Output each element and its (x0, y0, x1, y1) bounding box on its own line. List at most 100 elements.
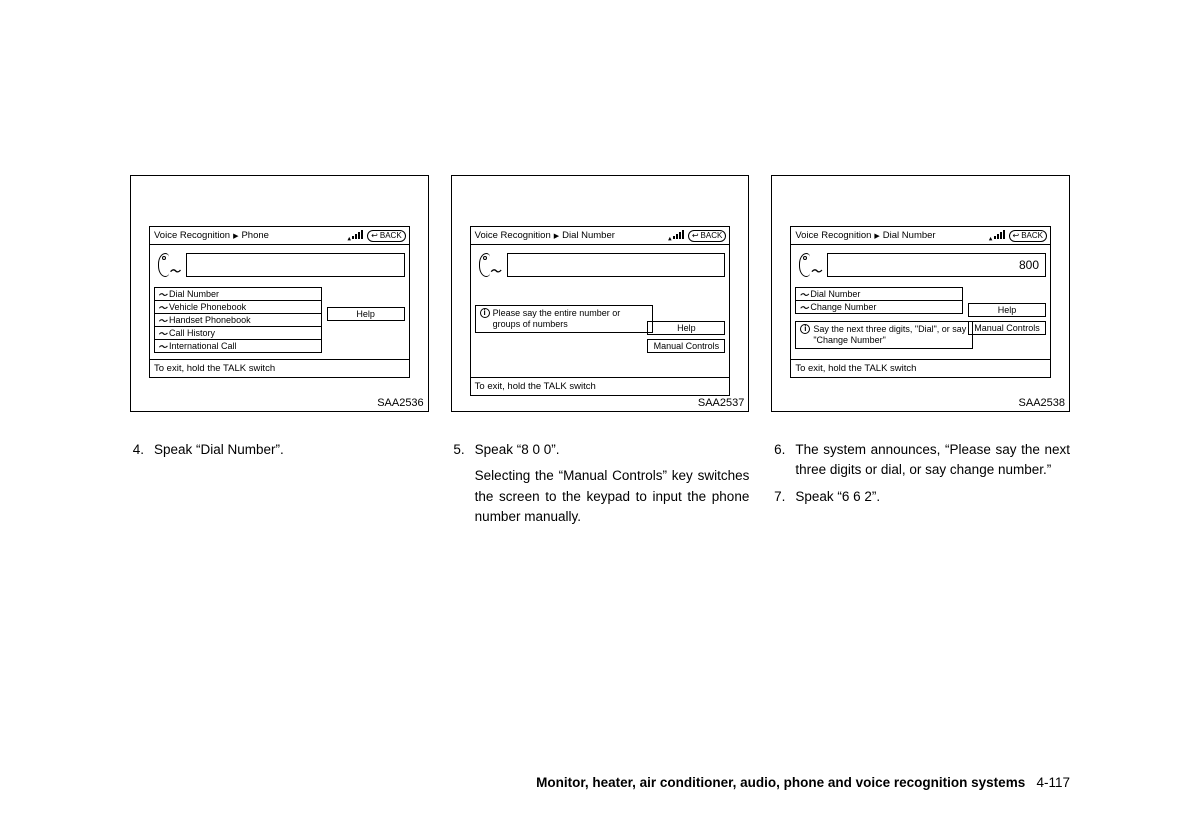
voice-wave-icon: 〜 (799, 288, 807, 301)
menu-area: 〜Dial Number〜Vehicle Phonebook〜Handset P… (150, 287, 409, 359)
breadcrumb: Voice Recognition▶Dial Number▼↩BACK (791, 227, 1050, 245)
menu-item[interactable]: 〜Handset Phonebook (154, 313, 322, 327)
speaking-face-icon: 〜 (475, 251, 503, 279)
menu-item[interactable]: 〜Vehicle Phonebook (154, 300, 322, 314)
menu-list: 〜Dial Number〜Vehicle Phonebook〜Handset P… (154, 287, 322, 353)
chevron-right-icon: ▶ (874, 232, 879, 240)
back-button[interactable]: ↩BACK (367, 230, 406, 242)
page: Voice Recognition▶Phone▼↩BACK〜〜Dial Numb… (0, 0, 1200, 533)
voice-input-row: 〜800 (791, 245, 1050, 287)
voice-wave-icon: 〜 (158, 301, 166, 314)
screen-inner: Voice Recognition▶Phone▼↩BACK〜〜Dial Numb… (149, 226, 410, 378)
voice-wave-icon: 〜 (158, 288, 166, 301)
voice-wave-icon: 〜 (158, 314, 166, 327)
menu-item[interactable]: 〜Dial Number (154, 287, 322, 301)
device-screenshot: Voice Recognition▶Dial Number▼↩BACK〜800〜… (771, 175, 1070, 412)
menu-item[interactable]: 〜Change Number (795, 300, 963, 314)
step-number: 6. (771, 440, 785, 481)
column: Voice Recognition▶Dial Number▼↩BACK 〜 Help… (451, 175, 750, 533)
speaking-face-icon: 〜 (154, 251, 182, 279)
back-arrow-icon: ↩ (371, 231, 378, 240)
side-button-group: Help Manual Controls (647, 321, 725, 353)
figure-label: SAA2537 (698, 397, 744, 409)
breadcrumb: Voice Recognition▶Phone▼↩BACK (150, 227, 409, 245)
info-message: iPlease say the entire number or groups … (475, 305, 653, 333)
menu-item-label: Dial Number (810, 289, 860, 299)
footer-section: Monitor, heater, air conditioner, audio,… (536, 775, 1025, 790)
menu-area: 〜Dial Number〜Change Number Help Manual Con… (791, 287, 1050, 359)
signal-icon (673, 230, 684, 239)
info-message: iSay the next three digits, "Dial", or s… (795, 321, 973, 349)
info-icon: i (800, 324, 810, 334)
device-screenshot: Voice Recognition▶Phone▼↩BACK〜〜Dial Numb… (130, 175, 429, 412)
side-button-group: Help (327, 307, 405, 321)
exit-hint: To exit, hold the TALK switch (150, 359, 409, 377)
menu-area: Help Manual Controls iPlease say the entir… (471, 305, 730, 377)
step-number (451, 466, 465, 527)
menu-list: 〜Dial Number〜Change Number (795, 287, 963, 314)
breadcrumb-root: Voice Recognition (154, 230, 230, 241)
info-icon: i (480, 308, 490, 318)
figure-label: SAA2536 (377, 397, 423, 409)
menu-item-label: Change Number (810, 302, 876, 312)
voice-input-row: 〜 (150, 245, 409, 287)
breadcrumb: Voice Recognition▶Dial Number▼↩BACK (471, 227, 730, 245)
breadcrumb-leaf: Dial Number (562, 230, 615, 241)
menu-item-label: Vehicle Phonebook (169, 302, 246, 312)
step-text: Speak “6 6 2”. (795, 487, 1070, 507)
menu-item-label: International Call (169, 341, 237, 351)
column: Voice Recognition▶Dial Number▼↩BACK〜800〜… (771, 175, 1070, 533)
voice-input-row: 〜 (471, 245, 730, 287)
exit-hint: To exit, hold the TALK switch (791, 359, 1050, 377)
menu-item-label: Call History (169, 328, 215, 338)
info-text: Say the next three digits, "Dial", or sa… (813, 324, 968, 346)
signal-icon (994, 230, 1005, 239)
info-text: Please say the entire number or groups o… (493, 308, 648, 330)
instruction-step: 5. Speak “8 0 0”. (451, 440, 750, 460)
step-text: The system announces, “Please say the ne… (795, 440, 1070, 481)
step-text: Speak “Dial Number”. (154, 440, 429, 460)
help-button[interactable]: Help (327, 307, 405, 321)
help-button[interactable]: Help (647, 321, 725, 335)
step-number: 7. (771, 487, 785, 507)
instruction-step: 4. Speak “Dial Number”. (130, 440, 429, 460)
back-arrow-icon: ↩ (1013, 231, 1020, 240)
page-footer: Monitor, heater, air conditioner, audio,… (536, 775, 1070, 790)
voice-input-display: 800 (827, 253, 1046, 277)
footer-page: 4-117 (1036, 775, 1070, 790)
figure-label: SAA2538 (1019, 397, 1065, 409)
breadcrumb-leaf: Phone (241, 230, 268, 241)
speaking-face-icon: 〜 (795, 251, 823, 279)
menu-item[interactable]: 〜Dial Number (795, 287, 963, 301)
instruction-step: Selecting the “Manual Controls” key swit… (451, 466, 750, 527)
breadcrumb-leaf: Dial Number (883, 230, 936, 241)
screen-inner: Voice Recognition▶Dial Number▼↩BACK 〜 Help… (470, 226, 731, 396)
menu-item-label: Dial Number (169, 289, 219, 299)
voice-wave-icon: 〜 (799, 301, 807, 314)
manual-controls-button[interactable]: Manual Controls (968, 321, 1046, 335)
step-text: Speak “8 0 0”. (475, 440, 750, 460)
breadcrumb-root: Voice Recognition (475, 230, 551, 241)
step-text: Selecting the “Manual Controls” key swit… (475, 466, 750, 527)
voice-wave-icon: 〜 (158, 327, 166, 340)
device-screenshot: Voice Recognition▶Dial Number▼↩BACK 〜 Help… (451, 175, 750, 412)
help-button[interactable]: Help (968, 303, 1046, 317)
step-number: 5. (451, 440, 465, 460)
voice-input-display (186, 253, 405, 277)
back-button[interactable]: ↩BACK (1009, 230, 1048, 242)
voice-wave-icon: 〜 (158, 340, 166, 353)
chevron-right-icon: ▶ (554, 232, 559, 240)
side-button-group: Help Manual Controls (968, 303, 1046, 335)
instruction-step: 7. Speak “6 6 2”. (771, 487, 1070, 507)
instruction-step: 6.The system announces, “Please say the … (771, 440, 1070, 481)
menu-item[interactable]: 〜Call History (154, 326, 322, 340)
menu-item[interactable]: 〜International Call (154, 339, 322, 353)
menu-item-label: Handset Phonebook (169, 315, 251, 325)
back-button[interactable]: ↩BACK (688, 230, 727, 242)
signal-icon (352, 230, 363, 239)
back-arrow-icon: ↩ (692, 231, 699, 240)
manual-controls-button[interactable]: Manual Controls (647, 339, 725, 353)
chevron-right-icon: ▶ (233, 232, 238, 240)
step-number: 4. (130, 440, 144, 460)
breadcrumb-root: Voice Recognition (795, 230, 871, 241)
